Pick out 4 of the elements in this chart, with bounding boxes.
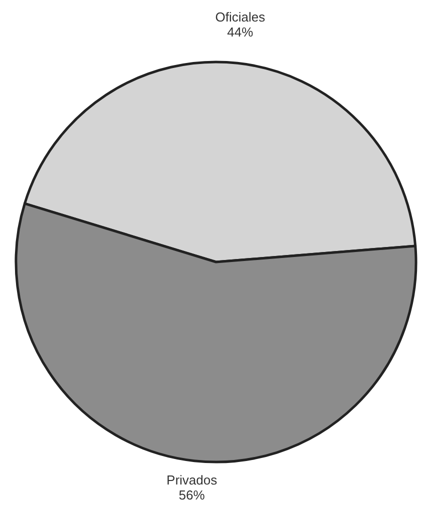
slice-label: Privados: [166, 472, 218, 488]
slice-label: Oficiales: [215, 9, 266, 24]
data-label: 44%: [227, 24, 254, 40]
data-label: 56%: [178, 488, 206, 503]
